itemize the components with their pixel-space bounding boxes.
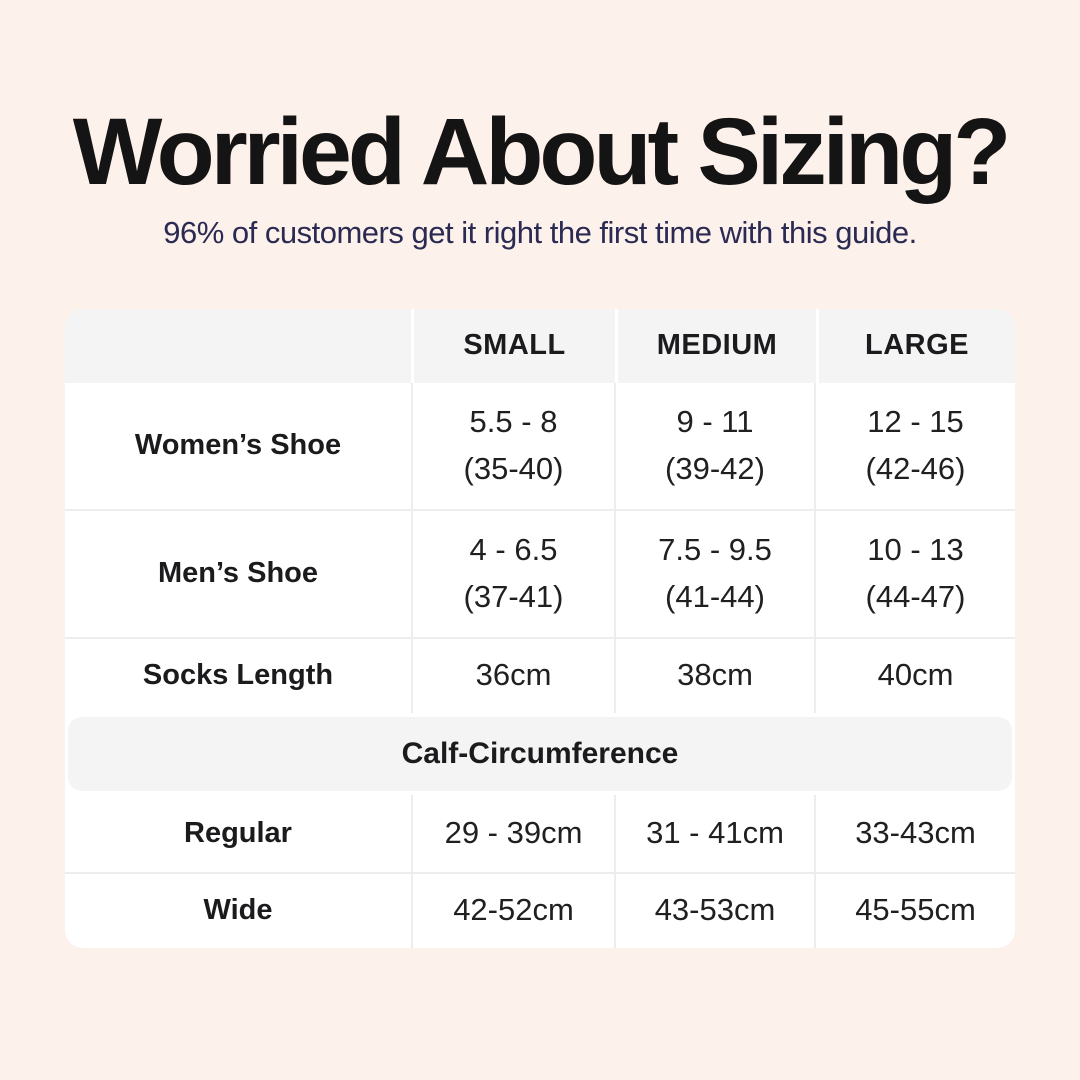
cell-line-us: 5.5 - 8 xyxy=(469,404,558,439)
table-row-womens-shoe: Women’s Shoe 5.5 - 8 (35-40) 9 - 11 (39-… xyxy=(65,382,1015,509)
header-cell-empty xyxy=(65,308,411,383)
size-chart-table: SMALL MEDIUM LARGE Women’s Shoe 5.5 - 8 … xyxy=(65,308,1015,948)
cell-line-eu: (42-46) xyxy=(865,450,966,486)
table-cell: 4 - 6.5 (37-41) xyxy=(413,510,614,637)
row-label: Regular xyxy=(65,794,411,872)
cell-line-eu: (37-41) xyxy=(463,578,564,614)
table-cell: 33-43cm xyxy=(816,794,1015,872)
row-label: Wide xyxy=(65,873,411,948)
table-cell: 10 - 13 (44-47) xyxy=(816,510,1015,637)
table-cell: 36cm xyxy=(413,638,614,713)
table-cell: 40cm xyxy=(816,638,1015,713)
row-label: Men’s Shoe xyxy=(65,510,411,637)
page-title: Worried About Sizing? xyxy=(72,99,1012,205)
table-cell: 7.5 - 9.5 (41-44) xyxy=(616,510,814,637)
table-cell: 31 - 41cm xyxy=(616,794,814,872)
table-row-socks-length: Socks Length 36cm 38cm 40cm xyxy=(65,636,1015,713)
cell-line-eu: (44-47) xyxy=(865,578,966,614)
cell-line-us: 10 - 13 xyxy=(867,532,964,567)
table-cell: 45-55cm xyxy=(816,873,1015,948)
cell-line-eu: (41-44) xyxy=(665,578,765,614)
table-header-row: SMALL MEDIUM LARGE xyxy=(65,308,1015,383)
cell-line-us: 7.5 - 9.5 xyxy=(658,532,772,567)
table-cell: 5.5 - 8 (35-40) xyxy=(413,382,614,509)
header-cell-large: LARGE xyxy=(819,308,1015,383)
row-label: Women’s Shoe xyxy=(65,382,411,509)
cell-line-us: 9 - 11 xyxy=(676,404,754,439)
cell-line-us: 12 - 15 xyxy=(867,404,964,439)
table-cell: 9 - 11 (39-42) xyxy=(616,382,814,509)
cell-line-eu: (35-40) xyxy=(463,450,564,486)
table-row-mens-shoe: Men’s Shoe 4 - 6.5 (37-41) 7.5 - 9.5 (41… xyxy=(65,508,1015,637)
header-cell-medium: MEDIUM xyxy=(618,308,816,383)
row-label: Socks Length xyxy=(65,638,411,713)
table-cell: 12 - 15 (42-46) xyxy=(816,382,1015,509)
cell-line-eu: (39-42) xyxy=(665,450,765,486)
cell-line-us: 4 - 6.5 xyxy=(469,532,558,567)
table-cell: 43-53cm xyxy=(616,873,814,948)
table-cell: 42-52cm xyxy=(413,873,614,948)
table-row-wide: Wide 42-52cm 43-53cm 45-55cm xyxy=(65,871,1015,948)
table-cell: 29 - 39cm xyxy=(413,794,614,872)
table-cell: 38cm xyxy=(616,638,814,713)
table-row-regular: Regular 29 - 39cm 31 - 41cm 33-43cm xyxy=(65,794,1015,872)
section-header-calf-circumference: Calf-Circumference xyxy=(68,716,1012,791)
header-cell-small: SMALL xyxy=(414,308,615,383)
page-subtitle: 96% of customers get it right the first … xyxy=(163,214,917,250)
